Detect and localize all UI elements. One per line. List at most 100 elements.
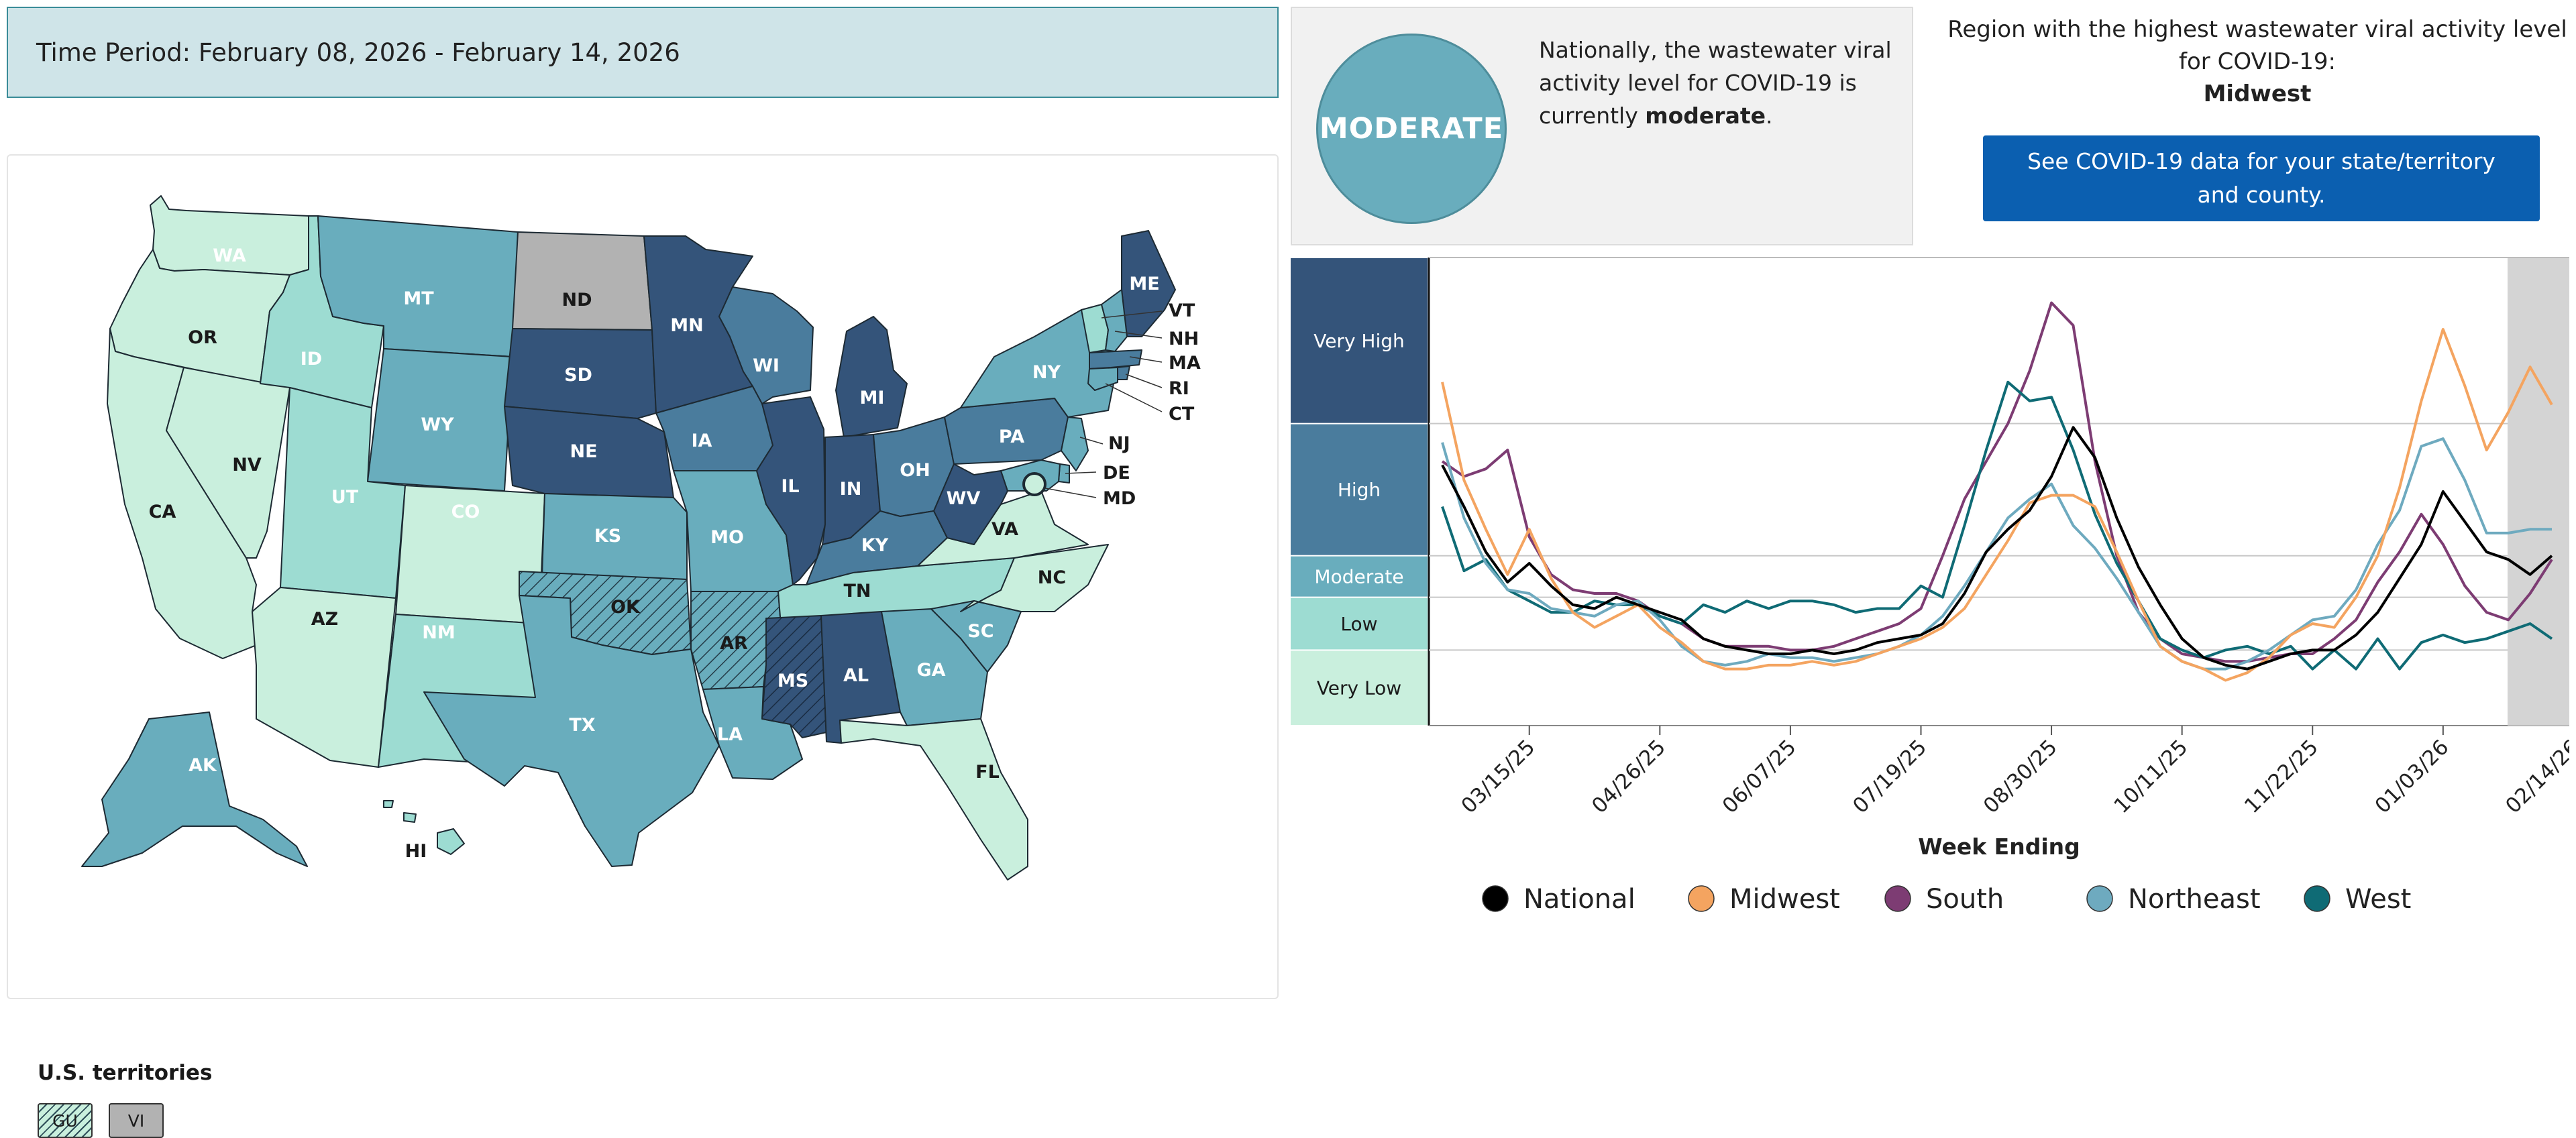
series-line-south (1441, 301, 2553, 663)
state-label-tn: TN (843, 581, 871, 602)
level-label: High (1338, 479, 1381, 501)
time-period-banner: Time Period: February 08, 2026 - Februar… (7, 7, 1279, 98)
status-level-word: moderate (1645, 103, 1766, 129)
state-label-vt: VT (1169, 300, 1195, 321)
status-level-badge: MODERATE (1316, 34, 1507, 224)
territory-gu[interactable]: GU (38, 1103, 93, 1138)
legend-item-national[interactable]: National (1482, 884, 1635, 915)
x-tick-label: 04/26/25 (1587, 735, 1670, 818)
state-label-fl: FL (975, 762, 1000, 783)
us-map: WA OR CA NV ID MT WY UT AZ CO NM ND SD NE KS OK TX MN IA MO… (81, 195, 1201, 880)
state-RI[interactable] (1117, 365, 1130, 380)
state-label-il: IL (781, 476, 799, 497)
state-KS[interactable] (541, 493, 688, 580)
state-MI[interactable] (835, 316, 908, 438)
territories-title: U.S. territories (38, 1061, 213, 1085)
see-state-data-button[interactable]: See COVID-19 data for your state/territo… (1983, 135, 2540, 221)
state-label-me: ME (1129, 274, 1159, 294)
state-label-nc: NC (1038, 567, 1066, 588)
state-label-la: LA (717, 724, 743, 745)
legend-swatch (2086, 885, 2113, 912)
state-AZ[interactable] (252, 587, 396, 768)
state-IL[interactable] (756, 396, 826, 585)
state-WI[interactable] (718, 286, 814, 404)
hi-island-2 (403, 812, 417, 823)
state-AK[interactable] (81, 712, 308, 867)
legend-label: Northeast (2128, 884, 2261, 915)
state-label-co: CO (451, 502, 480, 522)
state-label-in: IN (840, 479, 862, 500)
status-text-after: . (1766, 103, 1773, 129)
state-label-nm: NM (422, 622, 455, 643)
x-tick-label: 10/11/25 (2109, 735, 2192, 818)
state-ND[interactable] (512, 231, 653, 331)
state-label-va: VA (991, 519, 1018, 540)
dc-marker[interactable] (1022, 472, 1046, 496)
legend-swatch (1482, 885, 1509, 912)
status-text-before: Nationally, the wastewater viral activit… (1539, 37, 1892, 129)
legend-label: Midwest (1729, 884, 1840, 915)
state-NC[interactable] (960, 544, 1109, 612)
state-label-wy: WY (421, 414, 454, 435)
state-label-hi: HI (405, 841, 427, 862)
state-label-de: DE (1103, 463, 1130, 483)
state-label-wi: WI (753, 355, 780, 376)
level-band-high (1291, 424, 1428, 555)
x-tick-label: 07/19/25 (1848, 735, 1931, 818)
x-tick-label: 08/30/25 (1979, 735, 2062, 818)
highest-region-box: Region with the highest wastewater viral… (1945, 13, 2569, 110)
legend-item-northeast[interactable]: Northeast (2086, 884, 2261, 915)
state-NJ[interactable] (1061, 416, 1089, 471)
state-label-oh: OH (900, 460, 930, 481)
x-tick-label: 11/22/25 (2240, 735, 2323, 818)
legend-swatch (1884, 885, 1911, 912)
state-label-sc: SC (967, 621, 994, 642)
state-label-ny: NY (1032, 362, 1061, 383)
state-label-ia: IA (692, 431, 712, 451)
state-FL[interactable] (839, 718, 1028, 880)
level-band-very-high (1291, 258, 1428, 423)
state-label-ks: KS (594, 526, 621, 547)
state-SD[interactable] (504, 328, 657, 419)
time-period-text: Time Period: February 08, 2026 - Februar… (36, 38, 680, 67)
state-label-mt: MT (403, 288, 434, 309)
x-axis-title: Week Ending (1918, 834, 2080, 860)
legend-item-south[interactable]: South (1884, 884, 2004, 915)
state-label-ky: KY (861, 535, 889, 556)
state-label-ar: AR (720, 633, 748, 654)
region-heading: Region with the highest wastewater viral… (1947, 16, 2567, 75)
territory-vi[interactable]: VI (109, 1103, 164, 1138)
x-tick-label: 06/07/25 (1718, 735, 1801, 818)
state-HI[interactable] (437, 828, 465, 855)
state-label-mn: MN (670, 315, 703, 336)
x-tick-label: 03/15/25 (1456, 735, 1540, 818)
state-label-tx: TX (569, 715, 595, 736)
state-LA[interactable] (702, 686, 803, 780)
level-label: Very High (1313, 330, 1405, 352)
legend-item-midwest[interactable]: Midwest (1688, 884, 1840, 915)
state-label-ct: CT (1169, 404, 1195, 424)
state-label-ne: NE (570, 441, 597, 462)
state-label-wv: WV (947, 488, 981, 509)
state-label-ak: AK (189, 755, 217, 776)
state-label-md: MD (1103, 488, 1136, 509)
x-tick-label: 01/03/26 (2371, 735, 2454, 818)
state-TX[interactable] (423, 595, 720, 867)
legend-label: National (1523, 884, 1635, 915)
hi-island-3 (383, 800, 394, 808)
level-label: Low (1340, 613, 1377, 635)
state-label-ma: MA (1169, 353, 1201, 374)
national-status-box: MODERATE Nationally, the wastewater vira… (1291, 7, 1913, 245)
state-CT[interactable] (1087, 367, 1118, 391)
state-label-or: OR (188, 327, 217, 348)
state-MA[interactable] (1089, 349, 1142, 369)
state-label-al: AL (843, 665, 869, 686)
legend-label: South (1926, 884, 2004, 915)
x-tick-label: 02/14/26 (2501, 735, 2569, 818)
state-label-sd: SD (564, 365, 592, 386)
state-label-az: AZ (311, 609, 338, 630)
level-label: Very Low (1317, 677, 1401, 699)
legend-label: West (2345, 884, 2411, 915)
state-label-ca: CA (149, 502, 176, 522)
legend-item-west[interactable]: West (2304, 884, 2411, 915)
